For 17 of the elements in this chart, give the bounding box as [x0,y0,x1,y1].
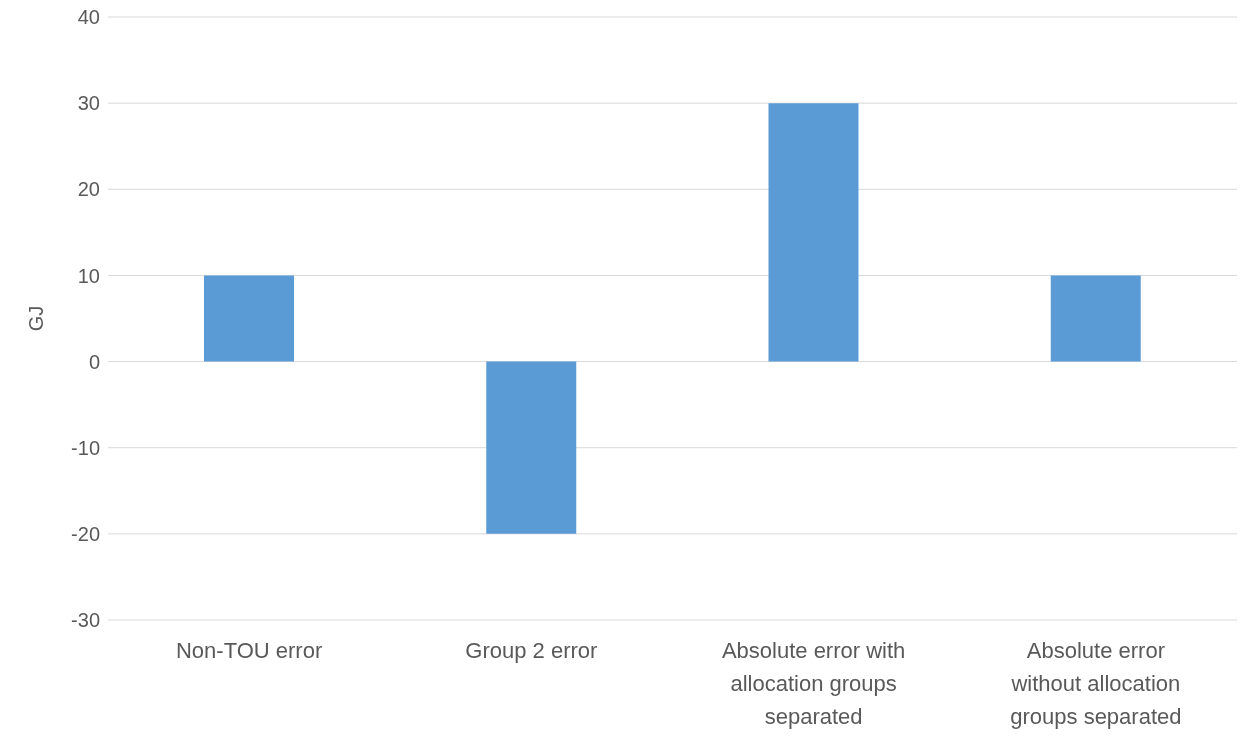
x-tick-label: Absolute error with allocation groups separated [721,638,906,729]
y-tick-label: 10 [77,264,100,287]
bar [204,275,294,362]
x-tick-label: Non-TOU error [175,638,323,663]
y-tick-label: 0 [88,350,100,373]
x-tick-label: Absolute error without allocation groups separated [1010,638,1182,729]
bar [486,361,577,534]
x-tick-label: Group 2 error [465,638,598,663]
y-tick-label: -20 [71,522,100,545]
y-tick-label: 30 [77,92,100,115]
y-tick-label: 20 [77,178,100,201]
y-axis-title: GJ [25,305,48,332]
bar [768,103,859,362]
y-tick-label: -10 [71,436,100,459]
y-tick-label: 40 [77,6,100,29]
y-tick-label: -30 [71,609,100,632]
bar [1050,275,1141,362]
